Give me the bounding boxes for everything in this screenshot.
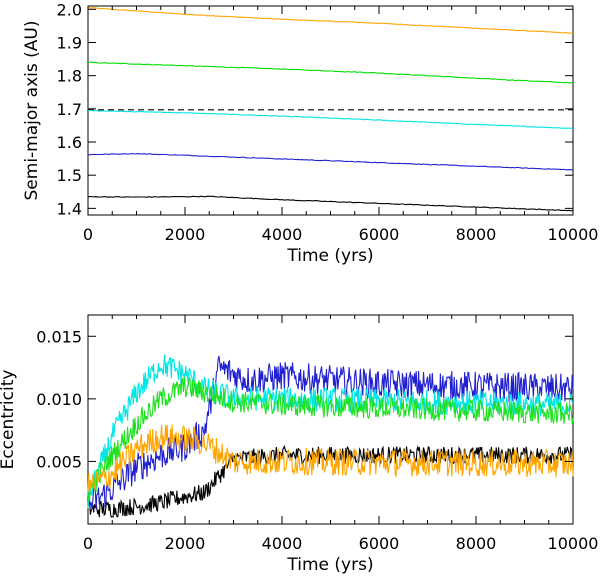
y-tick-label: 1.9 [57,33,82,52]
plot-frame [87,5,574,216]
y-tick-label: 1.4 [57,199,82,218]
y-axis-label: Eccentricity [0,370,18,470]
eccentricity-panel: 0 2000 4000 6000 8000 10000 0.005 0.010 … [0,314,599,575]
x-tick-labels: 0 2000 4000 6000 8000 10000 [83,534,599,553]
x-tick-label: 6000 [359,225,400,244]
y-tick-label: 1.6 [57,133,82,152]
x-tick-label: 2000 [165,225,206,244]
y-axis-label: Semi-major axis (AU) [22,21,42,201]
x-axis-label: Time (yrs) [286,555,373,575]
series-line-green [87,376,574,503]
x-tick-label: 4000 [262,534,303,553]
series-line-blue [87,152,574,171]
series-line-blue [87,355,574,510]
y-tick-label: 0.015 [36,327,82,346]
series-line-orange [87,424,574,493]
y-tick-label: 0.010 [36,390,82,409]
x-tick-label: 0 [83,534,93,553]
semi-major-axis-panel: 0 2000 4000 6000 8000 10000 1.4 1.5 1.6 … [22,0,598,266]
ticks-layer [87,6,574,215]
x-tick-label: 10000 [548,534,599,553]
series-line-green [87,61,574,84]
x-tick-labels: 0 2000 4000 6000 8000 10000 [83,225,599,244]
x-tick-label: 0 [83,225,93,244]
series-line-cyan [87,354,574,509]
series-line-orange [87,7,574,34]
x-tick-label: 8000 [456,225,497,244]
y-tick-label: 1.7 [57,100,82,119]
y-tick-labels: 1.4 1.5 1.6 1.7 1.8 1.9 2.0 [57,0,82,218]
plot-frame [87,314,574,525]
x-tick-label: 10000 [548,225,599,244]
x-tick-label: 6000 [359,534,400,553]
x-tick-label: 8000 [456,534,497,553]
y-tick-labels: 0.005 0.010 0.015 [36,327,82,471]
y-tick-label: 1.8 [57,67,82,86]
x-axis-label: Time (yrs) [286,246,373,266]
series-line-black [87,195,574,212]
y-tick-label: 1.5 [57,166,82,185]
series-layer [87,354,574,518]
y-tick-label: 2.0 [57,0,82,19]
y-tick-label: 0.005 [36,452,82,471]
x-tick-label: 2000 [165,534,206,553]
x-tick-label: 4000 [262,225,303,244]
ticks-layer [87,315,574,524]
series-layer [87,7,574,212]
series-line-cyan [87,109,574,129]
